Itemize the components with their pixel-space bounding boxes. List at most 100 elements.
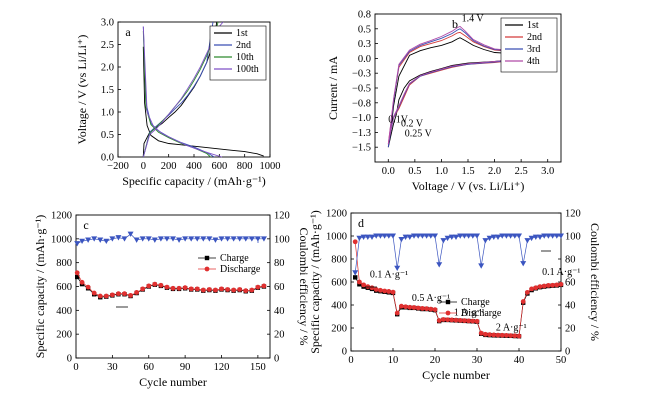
x-tick-label: 10 [388, 355, 399, 366]
data-point [157, 236, 164, 242]
data-point [176, 285, 182, 291]
data-point [381, 233, 388, 239]
x-tick-label: 0.5 [408, 166, 421, 177]
data-point [103, 238, 110, 245]
data-point [453, 317, 459, 323]
annotation: 2 A·g⁻¹ [496, 322, 527, 333]
data-point [163, 236, 170, 242]
data-point [478, 263, 485, 269]
y-tick-label: 0.5 [101, 130, 114, 141]
legend-label: 1st [527, 20, 539, 31]
data-point [470, 318, 476, 324]
data-point [242, 236, 249, 242]
legend-label: 3rd [527, 44, 540, 55]
data-point [411, 305, 417, 310]
y2-tick-label: 60 [274, 282, 285, 293]
data-point [465, 233, 472, 239]
data-point [398, 236, 405, 243]
data-point [260, 236, 267, 242]
data-point [182, 285, 188, 291]
annotation: 0.1 A·g⁻¹ [542, 267, 580, 278]
data-point [411, 233, 417, 239]
data-point [194, 286, 200, 292]
data-point [74, 270, 80, 276]
data-point [415, 233, 422, 239]
x-tick-label: 600 [211, 161, 227, 172]
data-point [402, 234, 409, 240]
data-point [164, 284, 170, 290]
y-tick-label: 2.0 [101, 63, 114, 74]
y-tick-label: −1.5 [352, 143, 371, 154]
data-point [516, 233, 522, 239]
data-point [382, 288, 387, 294]
series-line-2nd [142, 21, 214, 158]
data-point [394, 265, 401, 271]
x-axis-label: Cycle number [422, 368, 490, 382]
data-point [85, 237, 92, 243]
x-tick-label: 150 [250, 362, 266, 373]
data-point [432, 307, 438, 312]
y2-tick-label: 40 [565, 301, 576, 312]
x-tick-label: 30 [107, 362, 118, 373]
y-tick-label: 0.0 [101, 153, 114, 164]
data-point [528, 235, 535, 242]
data-point [520, 299, 526, 304]
y-axis-label: Specific capacity / (mAh·g⁻¹) [308, 210, 322, 354]
data-point [152, 281, 158, 287]
data-point [491, 332, 497, 338]
data-point [369, 234, 375, 240]
data-point [428, 306, 434, 312]
data-point [525, 289, 530, 295]
y-tick-label: 200 [331, 324, 347, 335]
x-tick-label: 0 [141, 161, 146, 172]
series-line-100th [142, 26, 223, 158]
data-point [394, 310, 400, 316]
panel-letter: c [83, 218, 88, 232]
data-point [122, 291, 127, 297]
series-line-10th [142, 21, 219, 158]
y-tick-label: 1000 [326, 232, 347, 243]
data-point [457, 233, 464, 239]
y-tick-label: 1.5 [101, 85, 114, 96]
legend-marker [445, 299, 451, 305]
data-point [213, 287, 218, 293]
y2-tick-label: 0 [274, 354, 279, 365]
y2-tick-label: 120 [274, 211, 290, 222]
data-point [507, 233, 514, 239]
data-point [529, 286, 534, 292]
annotation: 1.4 V [462, 14, 485, 25]
data-point [91, 290, 97, 296]
data-point [532, 234, 539, 240]
data-point [109, 236, 116, 242]
data-point [200, 287, 206, 293]
y-tick-label: 0.0 [358, 54, 371, 65]
data-point [357, 279, 362, 285]
y-axis-label: Current / mA [326, 56, 340, 120]
data-point [75, 274, 80, 280]
data-point [444, 235, 451, 242]
data-point [127, 231, 134, 237]
data-point [219, 286, 224, 292]
data-point [441, 317, 446, 322]
data-point [206, 236, 213, 242]
legend-marker [204, 266, 210, 272]
data-point [546, 283, 551, 288]
data-point [109, 292, 115, 298]
y-tick-label: 400 [56, 306, 72, 317]
data-point [436, 318, 442, 323]
x-tick-label: 2.0 [488, 166, 501, 177]
data-point [478, 330, 484, 336]
y-tick-label: 800 [331, 255, 347, 266]
data-point [352, 270, 359, 276]
data-point [225, 287, 230, 292]
data-point [212, 237, 219, 243]
data-point [255, 284, 261, 290]
data-point [537, 284, 543, 289]
data-point [386, 289, 392, 294]
data-point [424, 306, 429, 312]
legend-label: 4th [527, 56, 540, 67]
x-axis-label: Voltage / V (vs. Li/Li⁺) [412, 179, 525, 193]
data-point [249, 287, 255, 293]
data-point [182, 236, 189, 242]
